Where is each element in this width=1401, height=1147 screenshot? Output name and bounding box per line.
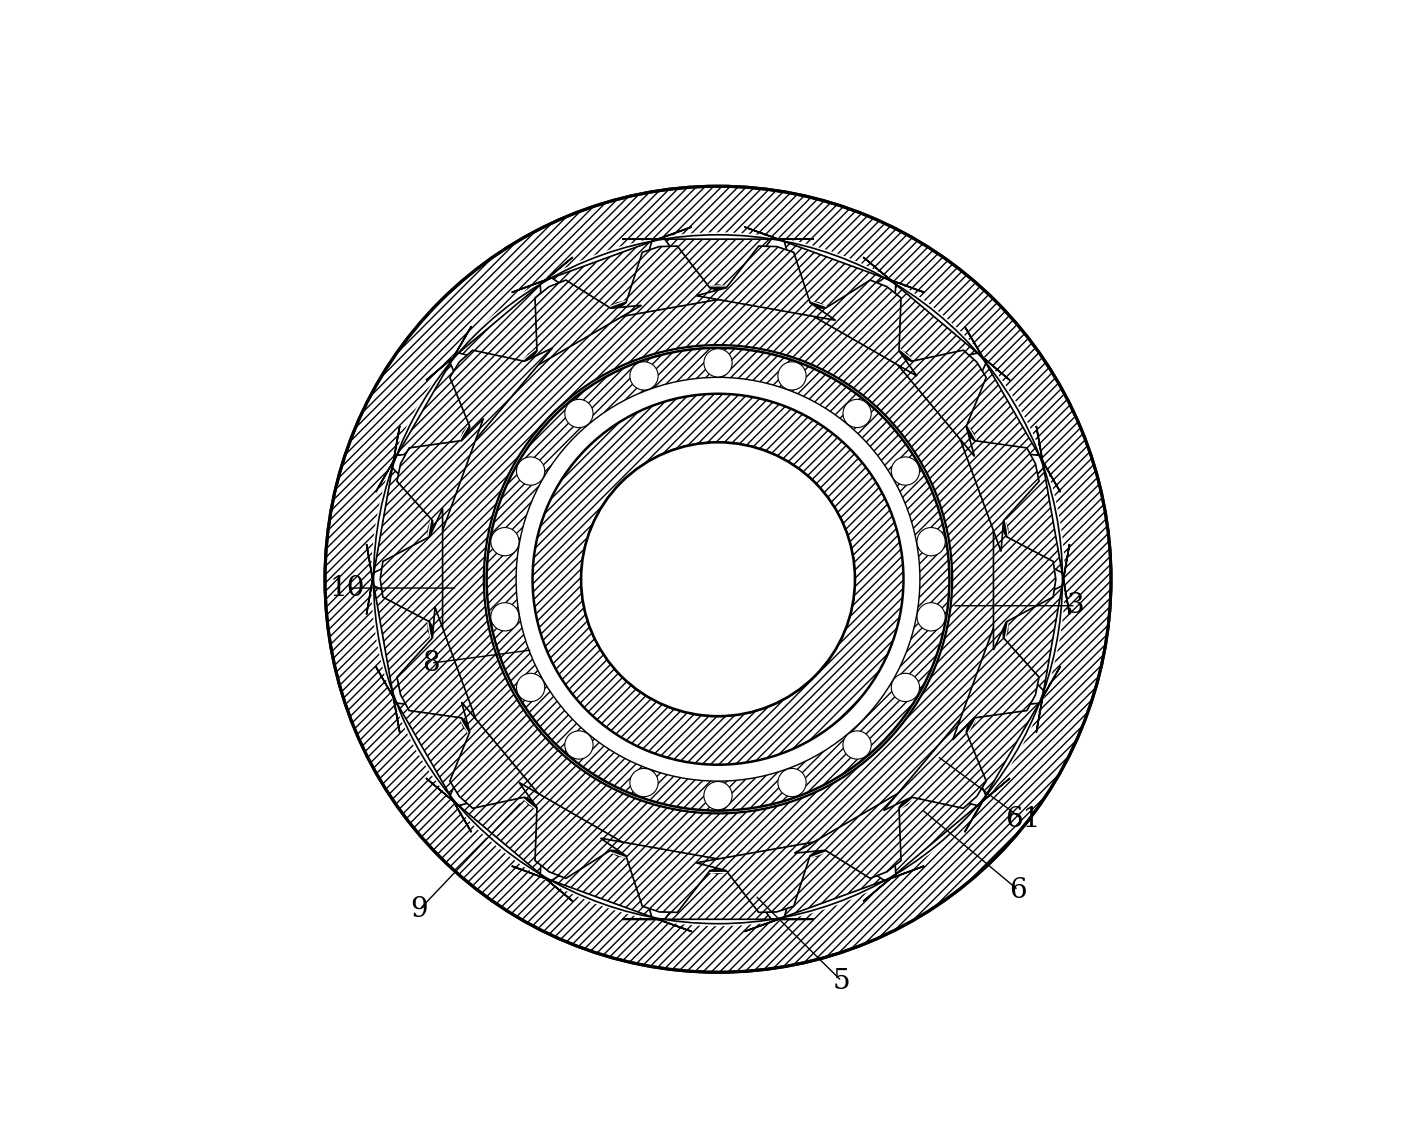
Polygon shape <box>367 544 434 733</box>
Polygon shape <box>367 426 434 615</box>
Polygon shape <box>375 326 475 492</box>
Text: 5: 5 <box>832 968 850 994</box>
Polygon shape <box>622 871 814 920</box>
Polygon shape <box>863 778 1010 902</box>
Text: 9: 9 <box>410 896 429 923</box>
Circle shape <box>490 528 518 556</box>
Polygon shape <box>450 702 552 811</box>
Circle shape <box>532 393 904 765</box>
Polygon shape <box>396 419 483 552</box>
Circle shape <box>565 731 593 759</box>
Text: 3: 3 <box>1068 592 1084 619</box>
Circle shape <box>517 457 545 485</box>
Polygon shape <box>511 227 692 312</box>
Polygon shape <box>511 846 692 931</box>
Circle shape <box>918 602 946 631</box>
Circle shape <box>517 379 919 780</box>
Circle shape <box>778 768 806 797</box>
Polygon shape <box>426 778 573 902</box>
Circle shape <box>486 346 950 812</box>
Circle shape <box>565 399 593 428</box>
Circle shape <box>891 457 919 485</box>
Circle shape <box>307 169 1129 990</box>
Polygon shape <box>993 508 1056 650</box>
Text: 6: 6 <box>1010 876 1027 904</box>
Circle shape <box>778 361 806 390</box>
Polygon shape <box>953 607 1040 740</box>
Circle shape <box>703 349 733 377</box>
Polygon shape <box>375 666 475 833</box>
Polygon shape <box>953 419 1040 552</box>
Circle shape <box>581 443 855 716</box>
Polygon shape <box>622 239 814 288</box>
Circle shape <box>703 781 733 810</box>
Polygon shape <box>380 508 443 650</box>
Polygon shape <box>794 782 918 879</box>
Polygon shape <box>601 247 740 320</box>
Circle shape <box>490 602 518 631</box>
Polygon shape <box>794 280 918 376</box>
Polygon shape <box>961 326 1061 492</box>
Polygon shape <box>1002 426 1069 615</box>
Circle shape <box>425 286 1012 873</box>
Circle shape <box>630 361 658 390</box>
Polygon shape <box>601 838 740 912</box>
Text: 10: 10 <box>329 575 364 601</box>
Circle shape <box>891 673 919 702</box>
Circle shape <box>918 528 946 556</box>
Polygon shape <box>961 666 1061 833</box>
Polygon shape <box>696 247 835 320</box>
Polygon shape <box>744 846 925 931</box>
Polygon shape <box>518 782 642 879</box>
Polygon shape <box>884 348 986 457</box>
Text: 61: 61 <box>1005 806 1041 833</box>
Polygon shape <box>884 702 986 811</box>
Text: 8: 8 <box>422 649 440 677</box>
Circle shape <box>517 673 545 702</box>
Circle shape <box>843 399 871 428</box>
Polygon shape <box>863 257 1010 381</box>
Polygon shape <box>426 257 573 381</box>
Polygon shape <box>1002 544 1069 733</box>
Circle shape <box>630 768 658 797</box>
Polygon shape <box>696 838 835 912</box>
Polygon shape <box>396 607 483 740</box>
Polygon shape <box>450 348 552 457</box>
Circle shape <box>371 233 1065 926</box>
Polygon shape <box>518 280 642 376</box>
Polygon shape <box>744 227 925 312</box>
Circle shape <box>843 731 871 759</box>
